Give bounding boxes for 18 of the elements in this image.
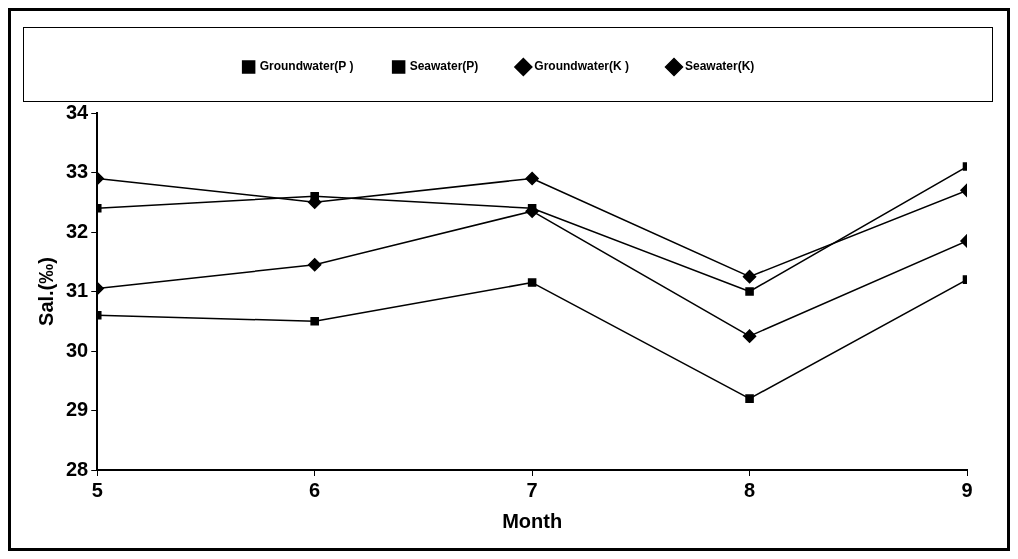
x-tick-label: 7: [526, 478, 538, 501]
y-tick-label: 31: [66, 279, 89, 302]
y-tick-label: 34: [66, 100, 90, 123]
legend-label: Groundwater(K ): [534, 59, 630, 74]
x-tick-label: 6: [309, 478, 321, 501]
legend-label: Seawater(P): [409, 59, 479, 74]
x-tick-label: 8: [744, 478, 756, 501]
legend-label: Seawater(K): [685, 59, 755, 74]
y-tick-label: 29: [66, 398, 89, 421]
y-tick-label: 30: [66, 338, 89, 361]
x-tick-label: 5: [91, 478, 103, 501]
y-tick-label: 28: [66, 457, 89, 480]
y-tick-label: 33: [66, 160, 89, 183]
y-tick-label: 32: [66, 219, 89, 242]
y-axis-title: Sal.(‰): [34, 257, 57, 326]
x-axis-title: Month: [502, 509, 563, 532]
x-tick-label: 9: [961, 478, 973, 501]
legend-label: Groundwater(P ): [259, 59, 354, 74]
